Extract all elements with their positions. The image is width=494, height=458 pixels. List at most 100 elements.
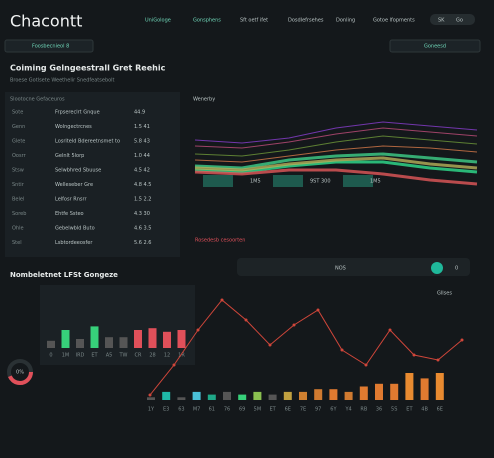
player-badge: 0: [455, 266, 458, 272]
table-cell: 44.9: [134, 110, 145, 116]
line-point: [220, 298, 224, 302]
bar: [420, 378, 429, 400]
stream-line: [194, 145, 478, 163]
section-subtitle: Broese Gotlsete Weethelir Snedfeatsebolt: [10, 78, 115, 84]
bar: [134, 330, 142, 348]
bar: [314, 389, 323, 400]
stream-title: Wenerby: [193, 97, 215, 103]
table-cell: Wolngectrcnes: [55, 124, 92, 130]
play-button[interactable]: [431, 262, 443, 274]
nav-button[interactable]: SK: [438, 18, 445, 24]
bar: [148, 328, 157, 348]
bar-label: 61: [209, 407, 215, 413]
bar-label: 1Y: [148, 407, 155, 413]
stream-line: [194, 152, 478, 170]
line-point: [196, 328, 200, 332]
table-cell: Losriteld Bdereetnsmet to: [55, 139, 120, 145]
bar: [375, 383, 383, 400]
pill: [430, 14, 475, 25]
line-point: [364, 363, 368, 367]
table-cell: Lsbtordeeosfer: [55, 240, 93, 246]
bar-label: 4B: [421, 407, 428, 413]
table-cell: 4.3 30: [134, 211, 150, 217]
bar-label: M7: [193, 407, 201, 413]
table-cell: Ehtfe Ssteo: [55, 211, 84, 217]
bar-label: 7E: [300, 407, 306, 413]
line-point: [388, 328, 392, 332]
bar-label: 5M: [254, 407, 262, 413]
toolbar-right[interactable]: [389, 39, 481, 53]
section-title: Coiming Gelngeestrall Gret Reehic: [10, 64, 166, 73]
bar: [76, 339, 84, 348]
table-cell: 5.8 43: [134, 139, 150, 145]
bar-label: 76: [224, 407, 230, 413]
table-cell: Genn: [12, 124, 25, 130]
bar-label: Y4: [344, 407, 351, 413]
bar-label: TW: [119, 353, 128, 359]
bar-label: CR: [135, 353, 142, 359]
bar-label: 6Y: [330, 407, 337, 413]
legend: Gllses: [437, 291, 452, 297]
table-cell: Glete: [12, 139, 25, 145]
line-point: [340, 348, 344, 352]
bar: [435, 373, 444, 400]
bar-label: ET: [269, 407, 276, 413]
bar: [147, 397, 155, 400]
bar: [390, 383, 399, 400]
bar-label: ET: [91, 353, 98, 359]
bar: [238, 394, 247, 400]
bar: [207, 394, 216, 400]
bar: [253, 391, 262, 400]
stream-button[interactable]: [203, 175, 233, 187]
line: [149, 299, 463, 396]
table-cell: 4.5 42: [134, 168, 150, 174]
table-cell: Welleseber Gre: [55, 182, 93, 188]
bar-label: 28: [149, 353, 155, 359]
bar-label: 69: [239, 407, 245, 413]
nav-button[interactable]: Go: [456, 18, 463, 24]
bar: [90, 326, 99, 348]
table-cell: Soreb: [12, 211, 26, 217]
nav-item[interactable]: Gotoe lfopments: [373, 18, 415, 24]
table-cell: Gebelwbld Buto: [55, 226, 95, 232]
table-cell: Gelnlt 5lorp: [55, 153, 84, 159]
stream-button[interactable]: [343, 175, 373, 187]
bar-label: 6E: [437, 407, 443, 413]
table-cell: 4.8 4.5: [134, 182, 152, 188]
donut: [7, 359, 33, 385]
nav-item[interactable]: Gonsphens: [193, 18, 221, 24]
bar-label: 63: [178, 407, 184, 413]
table-cell: Ohle: [12, 226, 24, 232]
nav-item[interactable]: UniGologe: [145, 18, 171, 24]
line-point: [148, 393, 152, 397]
table-cell: Selwbhred Sbuuse: [55, 168, 101, 174]
bar-label: 1M: [62, 353, 70, 359]
table-cell: Stsw: [12, 168, 24, 174]
table-panel: [5, 92, 180, 257]
bar: [47, 340, 55, 348]
bottom-title: Nombeletnet LFSt Gongeze: [10, 271, 118, 279]
bar: [283, 391, 292, 400]
bar: [163, 331, 171, 348]
bar-label: 97: [315, 407, 321, 413]
nav-item[interactable]: Sft oetf ifet: [240, 18, 268, 24]
line-point: [244, 318, 248, 322]
toolbar-left[interactable]: [4, 39, 94, 53]
line-point: [172, 363, 176, 367]
stream-line: [194, 168, 478, 186]
stream-button[interactable]: [273, 175, 303, 187]
donut-label: 0%: [16, 370, 24, 376]
table-cell: Frpsereclrt Gnque: [55, 110, 100, 116]
bar-label: A5: [106, 353, 113, 359]
nav-item[interactable]: Dosdlefrsehes: [288, 18, 324, 24]
stream-line: [194, 135, 478, 157]
table-cell: Oosrr: [12, 153, 27, 159]
nav-item[interactable]: Donling: [336, 18, 355, 24]
table-cell: Sntir: [12, 182, 25, 188]
bar: [162, 391, 171, 400]
bar-label: 36: [376, 407, 382, 413]
toolbar-left-text: Foosbecnieol 8: [32, 44, 69, 50]
alert: Rosedesb cesoorten: [195, 238, 245, 244]
table-cell: Stel: [12, 240, 22, 246]
